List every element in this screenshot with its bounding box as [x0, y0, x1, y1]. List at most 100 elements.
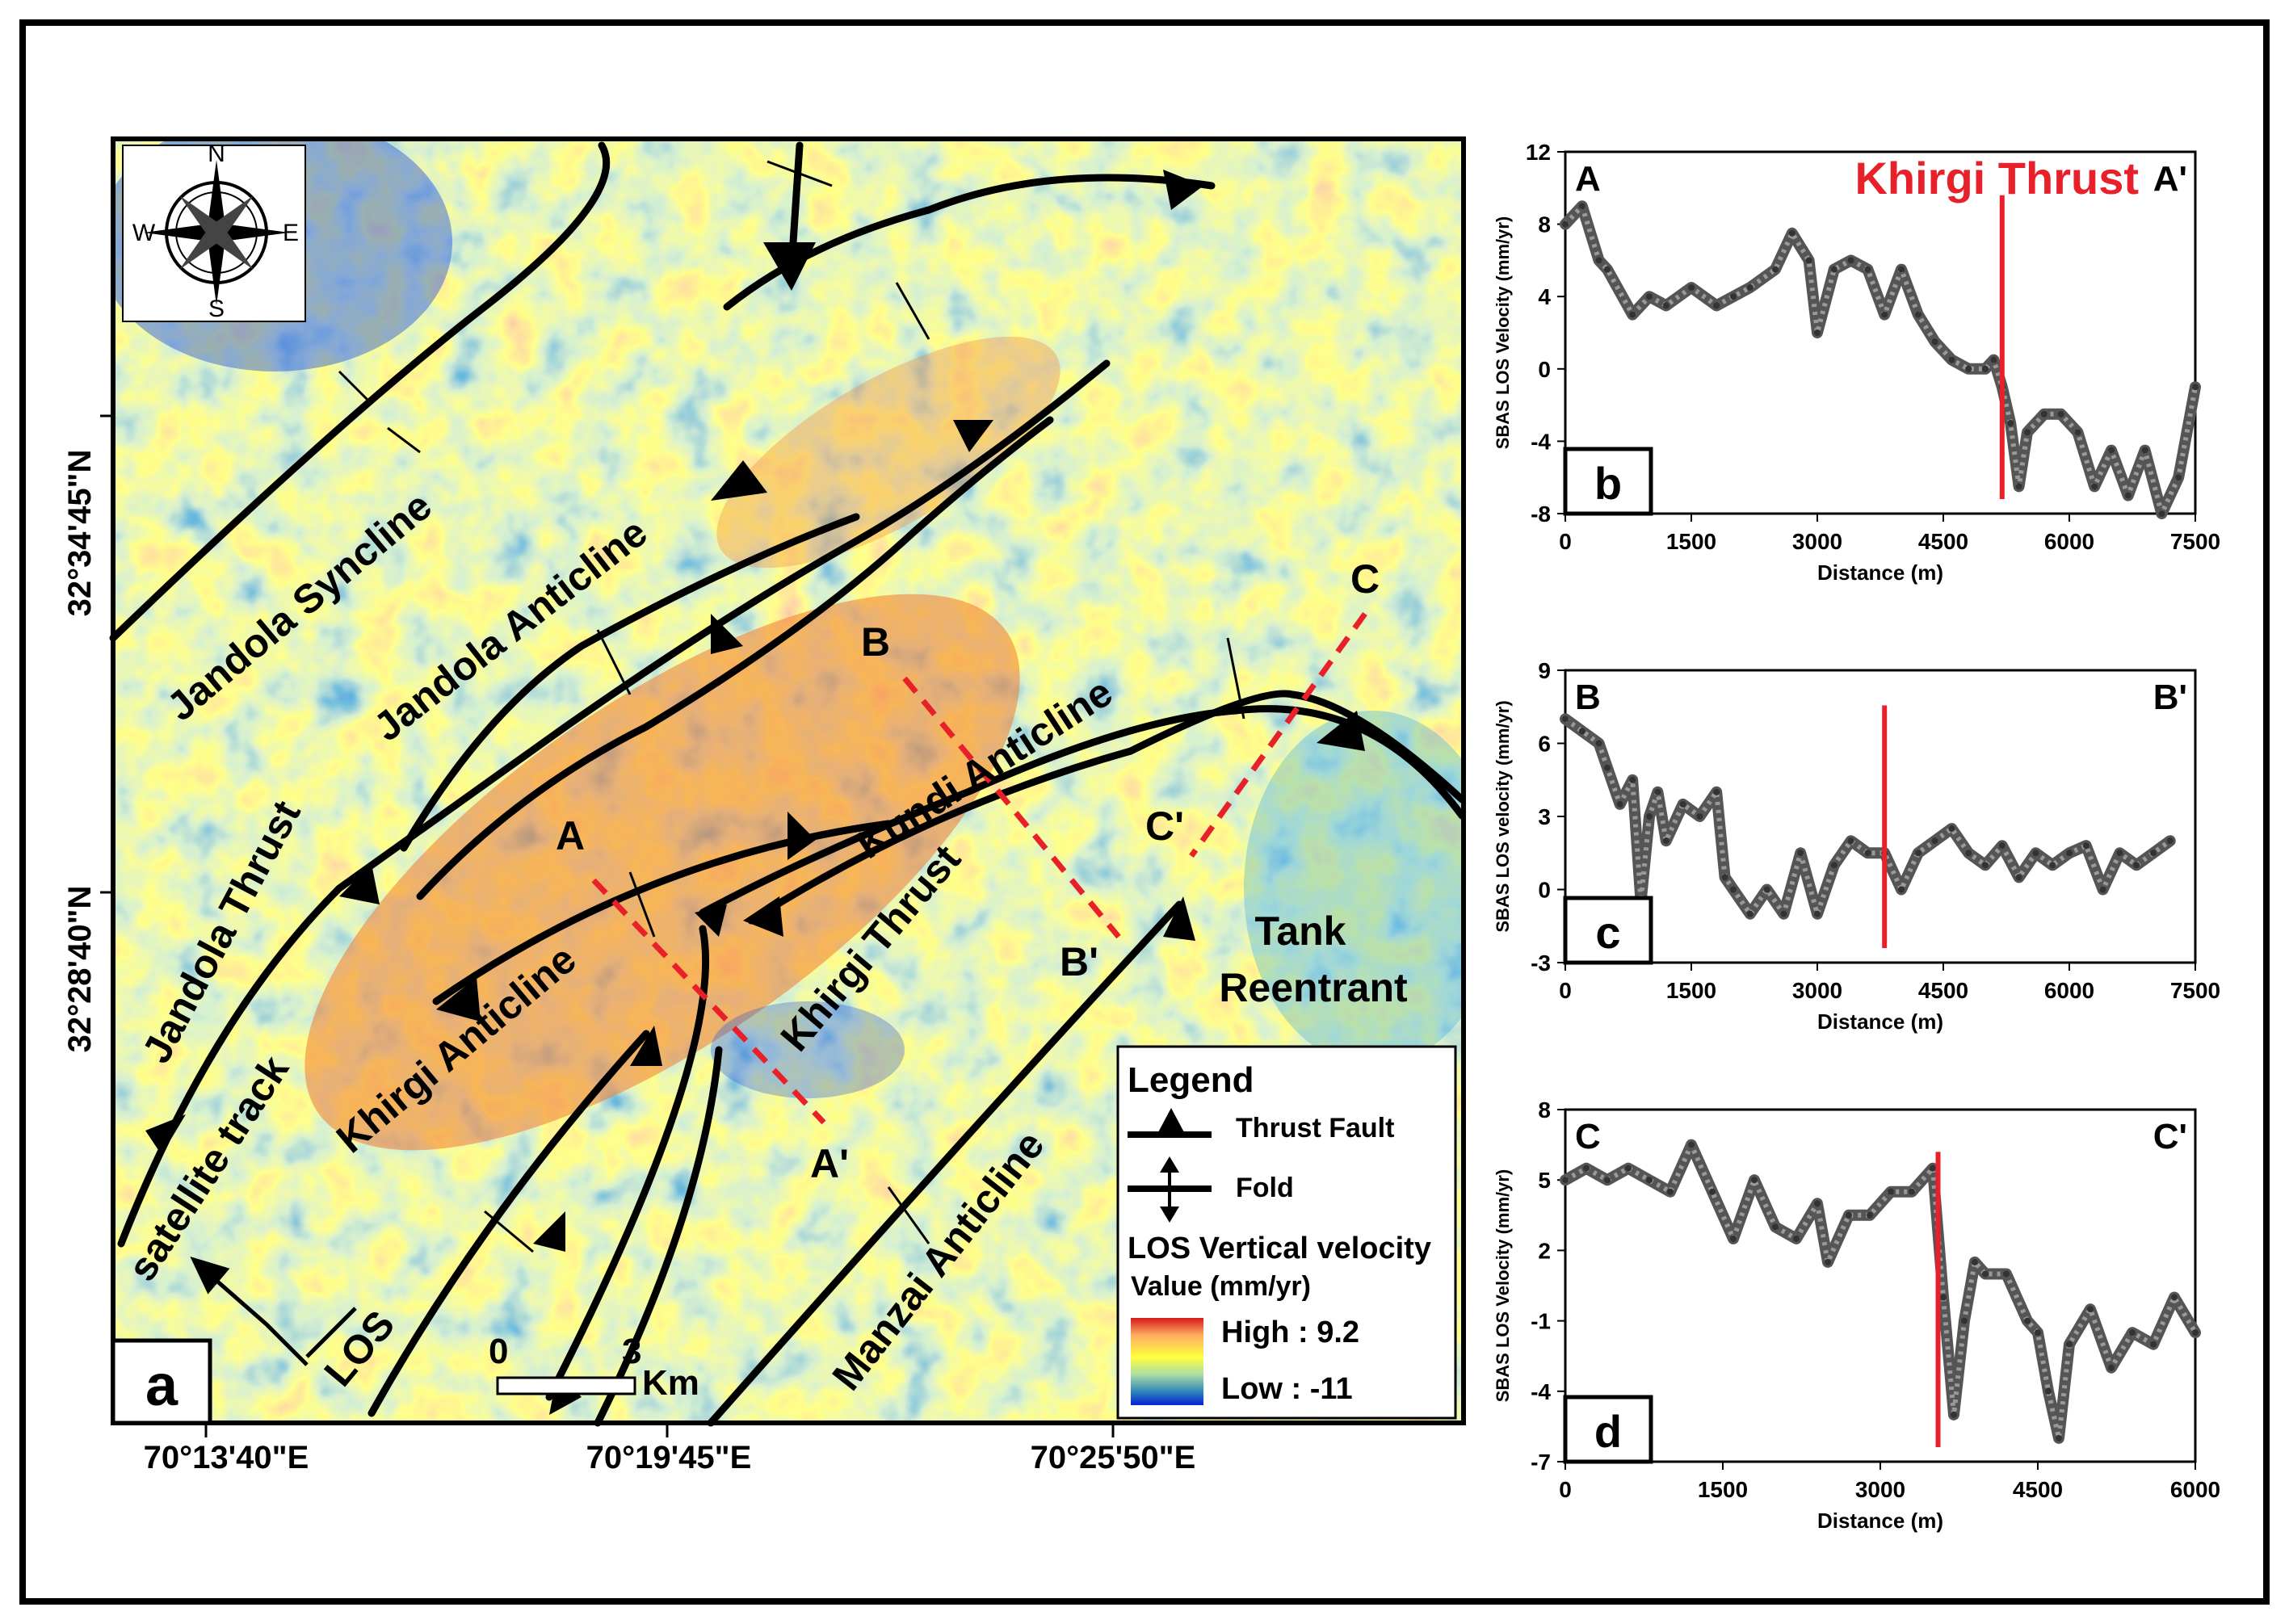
data-point	[2150, 1341, 2157, 1348]
profile-c-end: C'	[1145, 804, 1184, 849]
khirgi-anticline-fold	[432, 820, 892, 1005]
data-point	[2015, 483, 2022, 490]
data-point	[1814, 1200, 1821, 1207]
profile-start-label: C	[1575, 1117, 1601, 1156]
data-point	[1847, 837, 1854, 845]
structure-symbols	[145, 170, 1365, 1415]
profile-start-label: B	[1575, 678, 1601, 717]
data-point	[1805, 257, 1812, 264]
data-point	[1931, 837, 1938, 845]
fold-arrowhead-icon	[788, 812, 816, 860]
thrust-triangle-icon	[953, 420, 993, 452]
thrust-triangle-icon	[711, 614, 743, 654]
data-point	[1595, 740, 1602, 747]
thrust-triangle-icon	[695, 904, 727, 937]
data-point	[1562, 715, 1569, 723]
map-border	[111, 136, 1466, 1425]
fold-symbol	[766, 160, 833, 187]
panel-label-box	[1563, 1395, 1653, 1464]
x-tick-label: 4500	[1918, 978, 1968, 1003]
data-point	[1814, 910, 1821, 917]
data-point	[1667, 1188, 1674, 1195]
data-point	[1940, 1294, 1947, 1301]
data-point	[1646, 1177, 1653, 1184]
data-point	[1688, 1141, 1695, 1148]
data-point	[2056, 1434, 2062, 1441]
data-point	[1898, 266, 1905, 273]
fold-arrowhead-icon	[1163, 170, 1203, 210]
data-point	[1629, 311, 1636, 318]
x-axis-label: Distance (m)	[1817, 1009, 1943, 1034]
y-axis-label: SBAS LOS velocity (mm/yr)	[1493, 700, 1513, 932]
data-point	[1898, 886, 1905, 893]
data-point	[1948, 825, 1955, 833]
label-tank: Tank	[1255, 909, 1346, 954]
data-point	[2099, 886, 2106, 893]
data-point	[1730, 1235, 1737, 1242]
fold-arrowhead-icon	[1163, 896, 1195, 941]
fold-axis-symbols	[338, 160, 1245, 1253]
data-point	[2171, 1294, 2178, 1301]
uplift-zone	[304, 594, 1020, 1151]
series-texture	[1563, 204, 2198, 516]
data-point	[1646, 293, 1653, 300]
data-point	[1867, 1211, 1873, 1219]
data-point	[2150, 850, 2157, 857]
data-point	[1965, 365, 1972, 372]
scale-bar-rect	[496, 1376, 636, 1395]
data-point	[2074, 429, 2081, 436]
fold-arrowhead-icon	[743, 896, 783, 937]
data-point	[2024, 1317, 2031, 1324]
data-point	[2032, 850, 2039, 857]
data-point	[1990, 356, 1997, 363]
x-tick-label: 4500	[1918, 529, 1968, 554]
data-point	[2124, 492, 2132, 499]
data-point	[1654, 788, 1661, 795]
data-point	[1982, 365, 1989, 372]
data-point	[1629, 776, 1636, 783]
data-point	[2141, 447, 2148, 454]
data-point	[1578, 728, 1586, 735]
compass-n: N	[208, 141, 225, 167]
x-tick-label: 0	[1559, 529, 1572, 554]
profile-line-a	[591, 878, 826, 1125]
lon-label-3: 70°25'50"E	[1031, 1440, 1196, 1475]
data-point	[1881, 311, 1888, 318]
data-point	[1604, 764, 1611, 771]
label-reentrant: Reentrant	[1219, 965, 1408, 1010]
x-tick-label: 6000	[2044, 529, 2094, 554]
panel-label-box	[1563, 447, 1653, 516]
data-point	[1746, 910, 1754, 917]
y-tick-label: -4	[1531, 1379, 1551, 1404]
y-tick-label: 8	[1538, 212, 1551, 237]
data-point	[1646, 813, 1653, 820]
data-point	[1847, 257, 1854, 264]
data-point	[1751, 1177, 1758, 1184]
y-axis-label: SBAS LOS Velocity (mm/yr)	[1493, 216, 1513, 450]
plot-frame	[1564, 669, 2197, 964]
legend-fold-down-icon	[1160, 1206, 1179, 1223]
data-point	[1780, 910, 1787, 917]
fold-symbol	[887, 1186, 930, 1244]
panel-a-label: a	[145, 1353, 178, 1418]
profile-start-label: A	[1575, 159, 1601, 199]
y-tick-label: 0	[1538, 357, 1551, 382]
profile-chart-d: 0 1500 3000 4500 6000 -7 -4 -1 2 5 8 Distance (m) SB…	[1493, 1097, 2220, 1533]
data-point	[1583, 1164, 1590, 1172]
y-tick-label: -3	[1531, 950, 1551, 976]
data-point	[1713, 788, 1720, 795]
thrust-triangle-icon	[339, 864, 380, 904]
legend-velocity-title: LOS Vertical velocity	[1128, 1232, 1431, 1265]
data-point	[1864, 850, 1871, 857]
data-point	[1562, 1177, 1569, 1184]
jandola-syncline-line	[109, 141, 611, 642]
fold-symbol	[596, 629, 632, 695]
series-texture	[1564, 1142, 2198, 1441]
data-point	[1965, 850, 1972, 857]
fold-arrowhead-icon	[711, 460, 767, 501]
fold-symbol	[387, 426, 421, 454]
data-point	[2007, 420, 2014, 426]
compass-star-diag2-icon	[179, 195, 254, 270]
profile-a-start: A	[556, 813, 585, 858]
legend-fold-up-icon	[1160, 1156, 1179, 1173]
